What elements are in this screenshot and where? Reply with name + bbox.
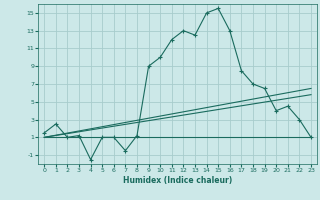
X-axis label: Humidex (Indice chaleur): Humidex (Indice chaleur): [123, 176, 232, 185]
